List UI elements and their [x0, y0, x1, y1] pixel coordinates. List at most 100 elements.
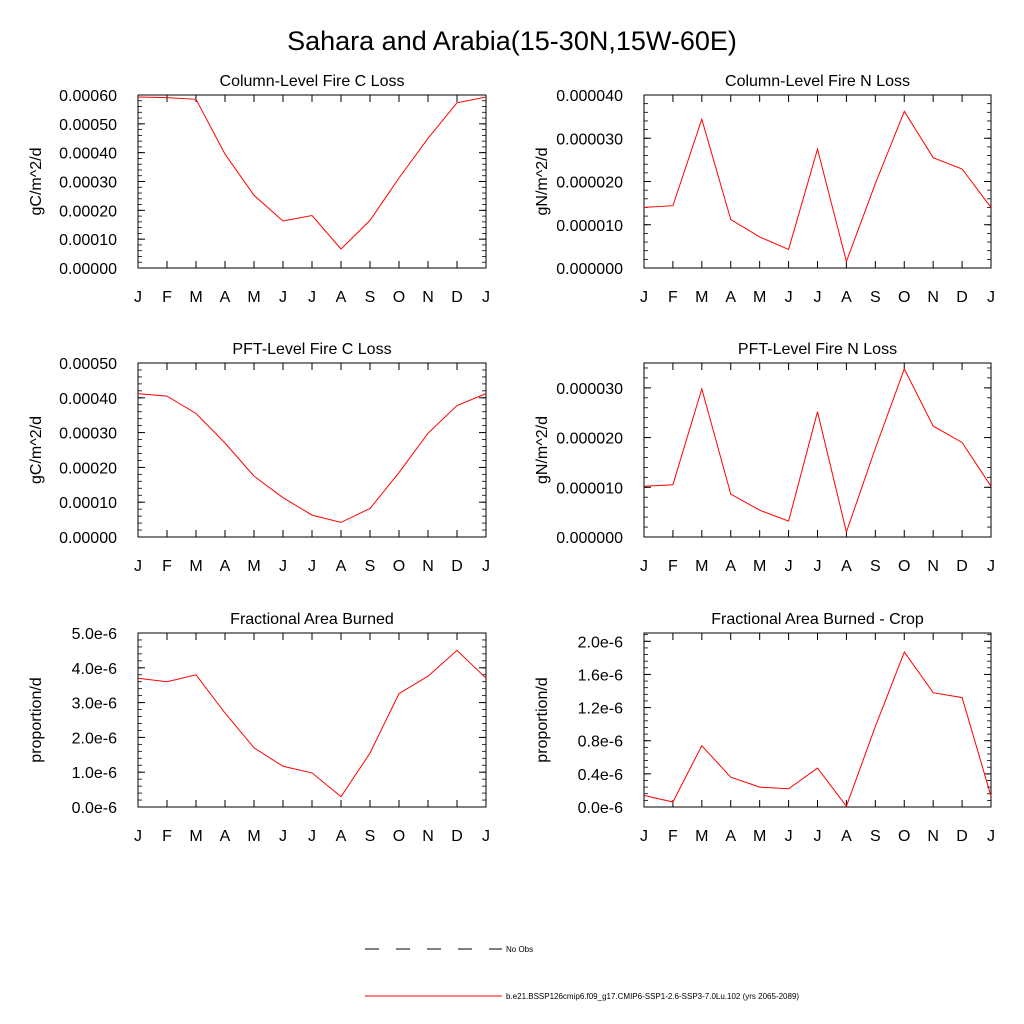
x-tick-label: O: [393, 558, 405, 575]
y-axis-label: gC/m^2/d: [28, 148, 45, 216]
y-tick-label: 0.4e-6: [578, 767, 623, 784]
x-tick-label: S: [870, 289, 881, 306]
y-tick-label: 0.00020: [59, 203, 117, 220]
x-tick-label: A: [841, 828, 852, 845]
y-tick-label: 0.000040: [556, 88, 623, 105]
x-tick-label: M: [695, 558, 708, 575]
x-tick-label: A: [220, 558, 231, 575]
x-tick-label: D: [956, 558, 968, 575]
y-tick-label: 1.0e-6: [72, 765, 117, 782]
x-tick-label: J: [814, 289, 822, 306]
chart-title: Column-Level Fire C Loss: [220, 73, 405, 90]
x-tick-label: J: [814, 828, 822, 845]
y-tick-label: 0.00030: [59, 175, 117, 192]
plot-frame: [137, 362, 487, 538]
x-tick-label: O: [898, 289, 910, 306]
y-tick-label: 2.0e-6: [72, 730, 117, 747]
y-tick-label: 0.000000: [556, 261, 623, 278]
series-line: [137, 96, 487, 250]
figure-title: Sahara and Arabia(15-30N,15W-60E): [287, 26, 737, 56]
x-tick-label: A: [841, 558, 852, 575]
plot-frame: [137, 632, 487, 808]
x-tick-label: M: [189, 558, 202, 575]
x-tick-label: J: [308, 558, 316, 575]
chart-title: PFT-Level Fire N Loss: [738, 341, 897, 358]
x-tick-label: O: [898, 558, 910, 575]
x-tick-label: J: [785, 289, 793, 306]
x-tick-label: J: [482, 558, 490, 575]
x-tick-label: D: [451, 828, 463, 845]
y-tick-label: 0.00060: [59, 88, 117, 105]
x-tick-label: J: [785, 558, 793, 575]
y-tick-label: 0.00000: [59, 261, 117, 278]
y-tick-label: 0.0e-6: [72, 800, 117, 817]
x-tick-label: S: [365, 289, 376, 306]
x-tick-label: N: [927, 828, 939, 845]
series-line: [137, 649, 487, 798]
x-tick-label: M: [189, 289, 202, 306]
y-tick-label: 0.000030: [556, 131, 623, 148]
x-tick-label: J: [814, 558, 822, 575]
x-tick-label: J: [308, 289, 316, 306]
x-tick-label: J: [785, 828, 793, 845]
plot-frame: [137, 94, 487, 269]
y-tick-label: 0.00040: [59, 146, 117, 163]
x-tick-label: A: [336, 828, 347, 845]
y-tick-label: 4.0e-6: [72, 661, 117, 678]
y-tick-label: 0.000020: [556, 175, 623, 192]
legend-model-label: b.e21.BSSP126cmip6.f09_g17.CMIP6-SSP1-2.…: [506, 992, 799, 1001]
plot-frame: [643, 362, 992, 538]
x-tick-label: J: [134, 558, 142, 575]
x-tick-label: F: [162, 558, 172, 575]
y-tick-label: 0.00050: [59, 117, 117, 134]
x-tick-label: O: [898, 828, 910, 845]
x-tick-label: A: [725, 558, 736, 575]
chart-title: Column-Level Fire N Loss: [725, 73, 910, 90]
y-tick-label: 1.6e-6: [578, 667, 623, 684]
y-tick-label: 0.8e-6: [578, 734, 623, 751]
x-tick-label: N: [422, 558, 434, 575]
x-tick-label: A: [725, 289, 736, 306]
x-tick-label: J: [482, 289, 490, 306]
x-tick-label: D: [451, 289, 463, 306]
x-tick-label: J: [640, 558, 648, 575]
x-tick-label: S: [870, 828, 881, 845]
series-line: [137, 393, 487, 523]
x-tick-label: M: [753, 289, 766, 306]
x-tick-label: F: [162, 828, 172, 845]
x-tick-label: F: [162, 289, 172, 306]
x-tick-label: J: [134, 828, 142, 845]
x-tick-label: N: [422, 289, 434, 306]
x-tick-label: S: [870, 558, 881, 575]
x-tick-label: F: [668, 289, 678, 306]
x-tick-label: D: [956, 828, 968, 845]
x-tick-label: M: [753, 828, 766, 845]
x-tick-label: N: [422, 828, 434, 845]
x-tick-label: M: [247, 289, 260, 306]
x-tick-label: O: [393, 289, 405, 306]
x-tick-label: J: [134, 289, 142, 306]
y-tick-label: 3.0e-6: [72, 696, 117, 713]
y-tick-label: 0.000000: [556, 530, 623, 547]
x-tick-label: S: [365, 558, 376, 575]
x-tick-label: M: [695, 289, 708, 306]
y-tick-label: 1.2e-6: [578, 701, 623, 718]
x-tick-label: J: [308, 828, 316, 845]
x-tick-label: M: [189, 828, 202, 845]
x-tick-label: O: [393, 828, 405, 845]
y-tick-label: 0.0e-6: [578, 800, 623, 817]
x-tick-label: J: [279, 828, 287, 845]
y-axis-label: gN/m^2/d: [534, 148, 551, 216]
y-tick-label: 0.00050: [59, 356, 117, 373]
y-tick-label: 0.000010: [556, 218, 623, 235]
y-tick-label: 0.00010: [59, 232, 117, 249]
x-tick-label: M: [247, 558, 260, 575]
legend: No Obs b.e21.BSSP126cmip6.f09_g17.CMIP6-…: [365, 945, 799, 1001]
x-tick-label: J: [640, 828, 648, 845]
chart-title: Fractional Area Burned - Crop: [711, 611, 924, 628]
x-tick-label: J: [279, 558, 287, 575]
